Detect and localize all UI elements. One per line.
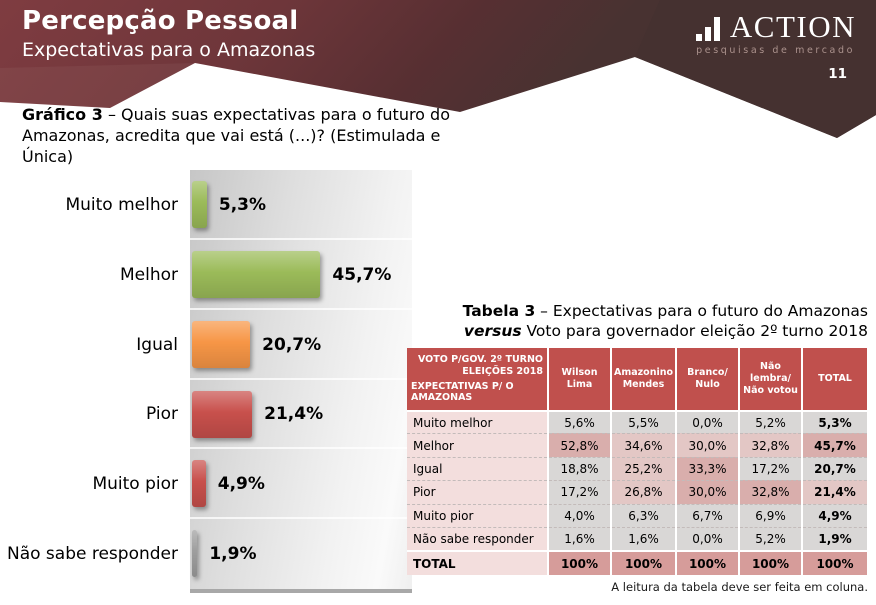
category-label: Não sabe responder	[6, 544, 178, 565]
table-cell: 17,2%	[549, 480, 610, 504]
category-label: Pior	[146, 404, 178, 425]
total-cell: 100%	[740, 550, 801, 576]
bar-chart-logo-icon	[695, 17, 720, 41]
bar-muito-pior	[192, 460, 206, 508]
total-cell: 100%	[612, 550, 675, 576]
table-cell: 1,6%	[612, 526, 675, 551]
row-label: Igual	[407, 456, 547, 481]
action-logo: ACTION pesquisas de mercado	[695, 9, 856, 56]
table-cell: 26,8%	[612, 480, 675, 504]
value-label: 1,9%	[209, 544, 257, 565]
header-shape-facet	[0, 63, 195, 108]
logo-tagline: pesquisas de mercado	[696, 45, 855, 56]
table-cell: 21,4%	[803, 480, 867, 504]
total-cell: 100%	[677, 550, 738, 576]
header-shape-dark	[635, 0, 876, 138]
table-cell: 20,7%	[803, 456, 867, 481]
table-cell: 6,9%	[740, 503, 801, 527]
bar-n-o-sabe-responder	[192, 530, 198, 578]
table-cell: 5,5%	[612, 410, 675, 434]
table-note: A leitura da tabela deve ser feita em co…	[611, 580, 868, 594]
page-title: Percepção Pessoal	[22, 6, 299, 36]
chart-title: Gráfico 3 – Quais suas expectativas para…	[22, 104, 462, 167]
table-cell: 4,0%	[549, 503, 610, 527]
table-cell: 6,7%	[677, 503, 738, 527]
column-header: Branco/ Nulo	[677, 348, 738, 410]
table-cell: 0,0%	[677, 526, 738, 551]
corner-expect-label: EXPECTATIVAS P/ O AMAZONAS	[411, 380, 514, 404]
chart-title-line2: Amazonas, acredita que vai está (...)? (…	[22, 126, 441, 166]
plot-band-separator	[190, 170, 412, 310]
chart-plot-area	[190, 170, 412, 593]
table-cell: 0,0%	[677, 410, 738, 434]
column-header: Wilson Lima	[549, 348, 610, 410]
crosstab-table: VOTO P/GOV. 2º TURNO ELEIÇÕES 2018 EXPEC…	[407, 348, 867, 576]
category-label: Muito pior	[92, 474, 178, 495]
chart-title-line1: – Quais suas expectativas para o futuro …	[102, 105, 450, 124]
column-header: Não lembra/ Não votou	[740, 348, 801, 410]
chart-title-prefix: Gráfico 3	[22, 105, 103, 124]
category-label: Muito melhor	[65, 194, 178, 215]
table-corner-header: VOTO P/GOV. 2º TURNO ELEIÇÕES 2018 EXPEC…	[407, 348, 547, 410]
table-cell: 30,0%	[677, 480, 738, 504]
row-label: Melhor	[407, 433, 547, 457]
value-label: 45,7%	[332, 264, 392, 285]
value-label: 4,9%	[217, 474, 265, 495]
header-banner	[0, 0, 876, 138]
plot-band-separator	[190, 170, 412, 519]
column-header: Amazonino Mendes	[612, 348, 675, 410]
table-cell: 34,6%	[612, 433, 675, 457]
table-cell: 18,8%	[549, 456, 610, 481]
table-cell: 4,9%	[803, 503, 867, 527]
plot-band-separator	[190, 170, 412, 449]
table-cell: 5,3%	[803, 410, 867, 434]
table-title: Tabela 3 – Expectativas para o futuro do…	[390, 301, 868, 341]
table-title-line1: – Expectativas para o futuro do Amazonas	[535, 302, 868, 320]
row-label: Muito melhor	[407, 410, 547, 434]
value-label: 5,3%	[218, 194, 267, 215]
table-cell: 32,8%	[740, 480, 801, 504]
total-cell: 100%	[549, 550, 610, 576]
page-number: 11	[828, 66, 847, 82]
page-subtitle: Expectativas para o Amazonas	[22, 39, 316, 61]
row-label: Não sabe responder	[407, 526, 547, 551]
header-titles: Percepção Pessoal Expectativas para o Am…	[22, 6, 315, 62]
table-cell: 5,6%	[549, 410, 610, 434]
table-cell: 6,3%	[612, 503, 675, 527]
row-label: Muito pior	[407, 503, 547, 527]
total-cell: 100%	[803, 550, 867, 576]
table-cell: 5,2%	[740, 410, 801, 434]
table-cell: 32,8%	[740, 433, 801, 457]
bar-muito-melhor	[192, 181, 207, 228]
table-cell: 33,3%	[677, 456, 738, 481]
row-label: Pior	[407, 480, 547, 504]
bar-igual	[192, 320, 251, 368]
column-header: TOTAL	[803, 348, 867, 410]
table-cell: 1,6%	[549, 526, 610, 551]
table-cell: 45,7%	[803, 433, 867, 457]
bar-pior	[192, 390, 253, 438]
table-title-versus: versus	[463, 322, 522, 340]
table-cell: 17,2%	[740, 456, 801, 481]
table-cell: 1,9%	[803, 526, 867, 551]
plot-band-separator	[190, 170, 412, 380]
table-cell: 5,2%	[740, 526, 801, 551]
table-cell: 52,8%	[549, 433, 610, 457]
value-label: 20,7%	[262, 334, 322, 355]
category-label: Igual	[136, 334, 178, 355]
value-label: 21,4%	[264, 404, 324, 425]
logo-name: ACTION	[729, 9, 856, 44]
corner-vote-label: VOTO P/GOV. 2º TURNO ELEIÇÕES 2018	[417, 353, 543, 377]
bar-melhor	[192, 250, 321, 298]
table-title-line2: Voto para governador eleição 2º turno 20…	[521, 322, 868, 340]
table-cell: 30,0%	[677, 433, 738, 457]
table-title-prefix: Tabela 3	[462, 302, 536, 320]
plot-band-separator	[190, 170, 412, 240]
table-cell: 25,2%	[612, 456, 675, 481]
total-row-label: TOTAL	[407, 550, 547, 576]
category-label: Melhor	[119, 264, 178, 285]
